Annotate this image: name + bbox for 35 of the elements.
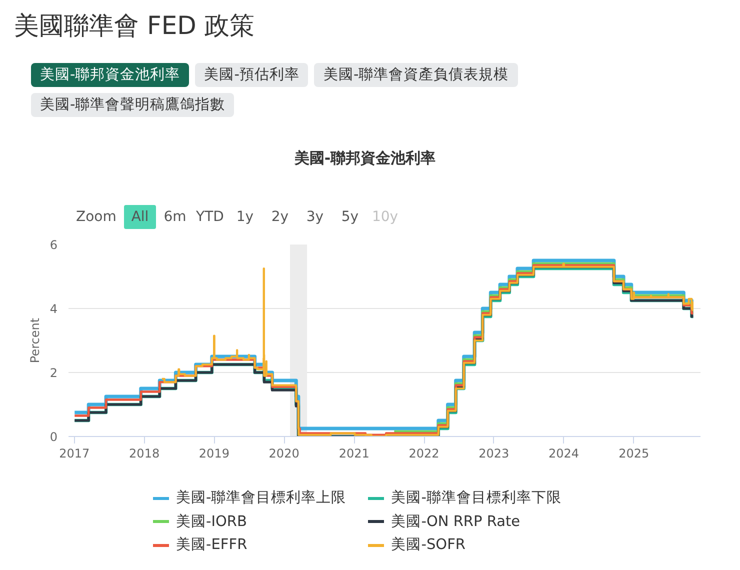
x-tick-label: 2019 [198,446,230,460]
y-tick-label: 2 [50,366,58,380]
text: 美國-預估利率 [195,63,308,87]
text: 6m [162,208,188,227]
x-tick-label: 2024 [548,446,580,460]
x-tick-label: 2023 [478,446,510,460]
legend-label: 美國-SOFR [390,536,466,554]
legend-label: 美國-ON RRP Rate [390,512,522,530]
y-tick-label: 4 [50,302,58,316]
chart-title: 美國聯準會 FED 政策 [14,10,254,42]
text: 3y [305,208,325,227]
x-tick-label: 2020 [268,446,300,460]
text: 美國-聯準會資產負債表規模 [314,63,518,87]
text: 美國-聯邦資金池利率 [31,63,190,87]
y-tick-label: 0 [50,430,58,444]
legend-label: 美國-EFFR [175,536,248,554]
x-tick-label: 2022 [408,446,440,460]
legend-label: 美國-IORB [175,512,248,530]
text: 5y [340,208,360,227]
x-tick-label: 2021 [338,446,370,460]
y-axis-title: Percent [28,318,42,364]
text: YTD [195,208,225,227]
legend-label: 美國-聯準會目標利率上限 [175,489,346,507]
text: All [124,205,156,229]
text: Zoom [76,208,118,227]
legend-label: 美國-聯準會目標利率下限 [390,489,562,507]
text: 10y [370,208,400,227]
x-tick-label: 2018 [129,446,160,460]
x-tick-label: 2025 [618,446,650,460]
text: 美國-聯準會聲明稿鷹鴿指數 [31,93,234,117]
text: 1y [235,208,255,227]
y-tick-label: 6 [50,238,58,252]
text: 2y [270,208,290,227]
x-tick-label: 2017 [59,446,90,460]
chart-subtitle: 美國-聯邦資金池利率 [294,149,436,167]
